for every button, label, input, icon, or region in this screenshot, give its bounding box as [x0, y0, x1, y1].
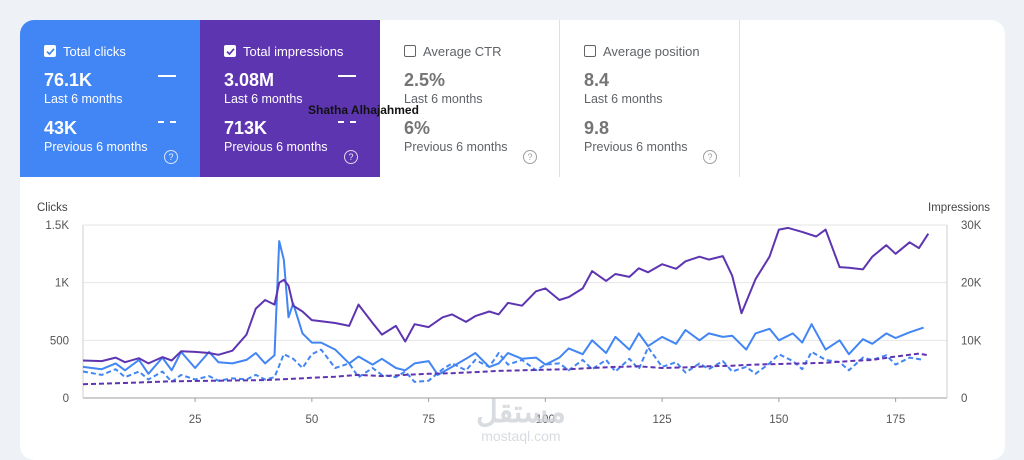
- metric-previous-value: 713K: [224, 118, 268, 138]
- checkbox-checked-icon[interactable]: [224, 45, 236, 57]
- metric-current-period: Last 6 months: [44, 92, 123, 106]
- metric-current-period: Last 6 months: [584, 92, 663, 106]
- metric-previous-value: 9.8: [584, 118, 610, 138]
- legend-dashed-line: [338, 121, 356, 123]
- watermark-latin: mostaql.com: [481, 428, 561, 444]
- legend-dashed-line: [158, 121, 176, 123]
- checkbox-checked-icon[interactable]: [44, 45, 56, 57]
- help-icon[interactable]: ?: [703, 150, 717, 164]
- y-left-tick-label: 500: [50, 335, 69, 347]
- watermark-arabic: مستقل: [476, 396, 566, 429]
- series-line-right-dashed: [82, 352, 929, 386]
- x-tick-label: 150: [769, 414, 788, 426]
- watermark: مستقل mostaql.com: [476, 396, 566, 445]
- metric-previous-value: 43K: [44, 118, 78, 138]
- metric-label: Total impressions: [243, 43, 344, 59]
- x-tick-label: 175: [886, 414, 905, 426]
- metric-average-position[interactable]: Average position 8.4 Last 6 months 9.8 P…: [560, 20, 740, 177]
- y-right-tick-label: 20K: [961, 278, 982, 290]
- y-axis-right-title: Impressions: [928, 202, 990, 214]
- series-line-left-dashed: [82, 346, 924, 383]
- overlay-name-text: Shatha Alhajahmed: [308, 103, 419, 117]
- checkbox-unchecked-icon[interactable]: [404, 45, 416, 57]
- legend-solid-line: [338, 75, 356, 77]
- y-left-tick-label: 1K: [55, 278, 69, 290]
- y-left-tick-label: 1.5K: [45, 220, 69, 232]
- metric-total-clicks[interactable]: Total clicks 76.1K Last 6 months 43K Pre…: [20, 20, 200, 177]
- metric-current-value: 2.5%: [404, 70, 446, 90]
- metric-total-impressions[interactable]: Total impressions 3.08M Last 6 months 71…: [200, 20, 380, 177]
- metric-previous-period: Previous 6 months: [584, 140, 688, 154]
- y-axis-left-title: Clicks: [37, 202, 68, 214]
- metric-current-value: 8.4: [584, 70, 610, 90]
- metric-label: Average position: [603, 43, 700, 59]
- metric-header: Average position: [584, 42, 739, 60]
- metric-previous-value: 6%: [404, 118, 431, 138]
- series-line-right-solid: [82, 226, 930, 365]
- help-icon[interactable]: ?: [344, 150, 358, 164]
- x-tick-label: 25: [189, 414, 202, 426]
- legend-solid-line: [158, 75, 176, 77]
- metric-previous-period: Previous 6 months: [404, 140, 508, 154]
- y-left-tick-label: 0: [63, 393, 69, 405]
- metric-current-period: Last 6 months: [404, 92, 483, 106]
- metric-header: Total clicks: [44, 42, 200, 60]
- x-tick-label: 75: [422, 414, 435, 426]
- y-right-tick-label: 0: [961, 393, 967, 405]
- y-right-tick-label: 30K: [961, 220, 982, 232]
- metric-label: Total clicks: [63, 43, 126, 59]
- help-icon[interactable]: ?: [164, 150, 178, 164]
- x-tick-label: 100: [536, 414, 555, 426]
- help-icon[interactable]: ?: [523, 150, 537, 164]
- metric-header: Average CTR: [404, 42, 559, 60]
- metric-current-value: 76.1K: [44, 70, 93, 90]
- metric-current-value: 3.08M: [224, 70, 275, 90]
- checkbox-unchecked-icon[interactable]: [584, 45, 596, 57]
- metric-average-ctr[interactable]: Average CTR 2.5% Last 6 months 6% Previo…: [380, 20, 560, 177]
- metric-previous-period: Previous 6 months: [224, 140, 328, 154]
- performance-card: Total clicks 76.1K Last 6 months 43K Pre…: [20, 20, 1005, 460]
- y-right-tick-label: 10K: [961, 335, 982, 347]
- x-tick-label: 50: [305, 414, 318, 426]
- x-tick-label: 125: [653, 414, 672, 426]
- metric-label: Average CTR: [423, 43, 502, 59]
- metric-previous-period: Previous 6 months: [44, 140, 148, 154]
- metric-header: Total impressions: [224, 42, 380, 60]
- metric-current-period: Last 6 months: [224, 92, 303, 106]
- performance-chart: 1.5K 30K 1K 20K 500 10K 0 0 25 50 75 100 125 150 175: [45, 220, 982, 426]
